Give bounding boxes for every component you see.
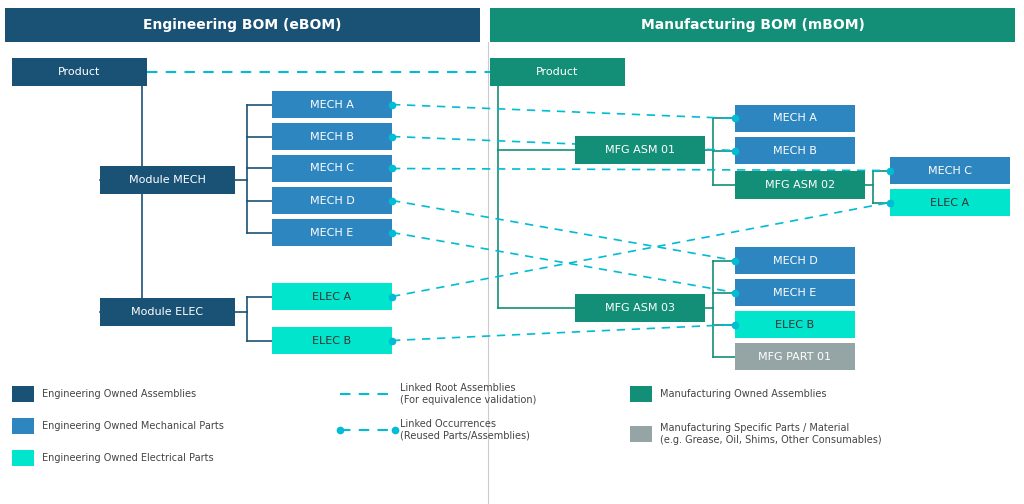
FancyBboxPatch shape	[890, 157, 1010, 184]
Text: Engineering Owned Electrical Parts: Engineering Owned Electrical Parts	[42, 453, 214, 463]
Text: Linked Occurrences
(Reused Parts/Assemblies): Linked Occurrences (Reused Parts/Assembl…	[400, 419, 529, 441]
FancyBboxPatch shape	[490, 58, 625, 86]
FancyBboxPatch shape	[735, 343, 855, 370]
Text: ELEC A: ELEC A	[931, 198, 970, 208]
Text: MECH C: MECH C	[310, 163, 354, 173]
FancyBboxPatch shape	[735, 137, 855, 164]
Text: Manufacturing Owned Assemblies: Manufacturing Owned Assemblies	[660, 389, 826, 399]
FancyBboxPatch shape	[630, 386, 652, 402]
Text: ELEC A: ELEC A	[312, 291, 351, 301]
Text: Module MECH: Module MECH	[129, 175, 206, 185]
FancyBboxPatch shape	[12, 418, 34, 434]
Text: MECH E: MECH E	[310, 227, 353, 237]
FancyBboxPatch shape	[735, 247, 855, 274]
Text: MECH A: MECH A	[310, 99, 354, 109]
Text: MECH C: MECH C	[928, 165, 972, 175]
FancyBboxPatch shape	[490, 8, 1015, 42]
FancyBboxPatch shape	[272, 283, 392, 310]
Text: Manufacturing Specific Parts / Material
(e.g. Grease, Oil, Shims, Other Consumab: Manufacturing Specific Parts / Material …	[660, 423, 882, 445]
FancyBboxPatch shape	[272, 219, 392, 246]
FancyBboxPatch shape	[272, 327, 392, 354]
Text: ELEC B: ELEC B	[312, 336, 351, 346]
FancyBboxPatch shape	[735, 171, 865, 199]
FancyBboxPatch shape	[575, 294, 705, 322]
FancyBboxPatch shape	[630, 426, 652, 442]
FancyBboxPatch shape	[272, 187, 392, 214]
FancyBboxPatch shape	[575, 136, 705, 164]
FancyBboxPatch shape	[272, 123, 392, 150]
Text: MECH D: MECH D	[773, 256, 817, 266]
FancyBboxPatch shape	[890, 189, 1010, 216]
Text: Linked Root Assemblies
(For equivalence validation): Linked Root Assemblies (For equivalence …	[400, 383, 537, 405]
Text: MECH A: MECH A	[773, 113, 817, 123]
Text: MECH B: MECH B	[773, 146, 817, 156]
Text: Engineering BOM (eBOM): Engineering BOM (eBOM)	[143, 18, 342, 32]
Text: MFG ASM 02: MFG ASM 02	[765, 180, 835, 190]
FancyBboxPatch shape	[272, 91, 392, 118]
Text: ELEC B: ELEC B	[775, 320, 814, 330]
Text: Product: Product	[537, 67, 579, 77]
FancyBboxPatch shape	[735, 311, 855, 338]
FancyBboxPatch shape	[272, 155, 392, 182]
Text: Engineering Owned Mechanical Parts: Engineering Owned Mechanical Parts	[42, 421, 224, 431]
FancyBboxPatch shape	[12, 58, 147, 86]
Text: Manufacturing BOM (mBOM): Manufacturing BOM (mBOM)	[641, 18, 864, 32]
Text: MFG ASM 03: MFG ASM 03	[605, 303, 675, 313]
FancyBboxPatch shape	[100, 298, 234, 326]
FancyBboxPatch shape	[100, 166, 234, 194]
Text: MECH D: MECH D	[309, 196, 354, 206]
FancyBboxPatch shape	[735, 105, 855, 132]
FancyBboxPatch shape	[12, 386, 34, 402]
Text: MECH E: MECH E	[773, 287, 816, 297]
Text: Engineering Owned Assemblies: Engineering Owned Assemblies	[42, 389, 197, 399]
Text: Module ELEC: Module ELEC	[131, 307, 204, 317]
Text: Product: Product	[58, 67, 100, 77]
Text: MECH B: MECH B	[310, 132, 354, 142]
FancyBboxPatch shape	[5, 8, 480, 42]
FancyBboxPatch shape	[735, 279, 855, 306]
Text: MFG ASM 01: MFG ASM 01	[605, 145, 675, 155]
Text: MFG PART 01: MFG PART 01	[759, 351, 831, 361]
FancyBboxPatch shape	[12, 450, 34, 466]
